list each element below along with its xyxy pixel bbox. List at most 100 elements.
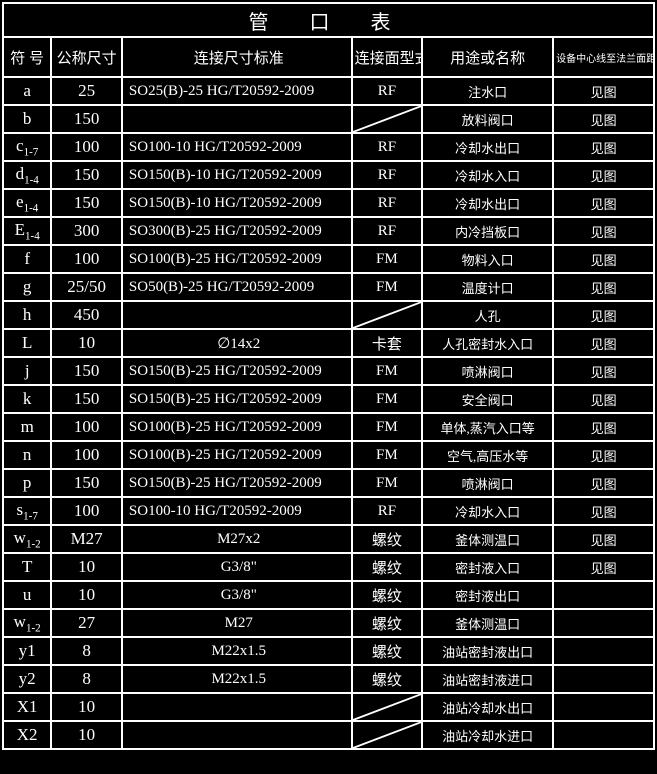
table-row: j150SO150(B)-25 HG/T20592-2009FM喷淋阀口见图 — [3, 357, 654, 385]
cell-dist: 见图 — [553, 161, 654, 189]
cell-use: 油站密封液出口 — [422, 637, 553, 665]
cell-face: RF — [352, 77, 423, 105]
cell-size: 25 — [51, 77, 122, 105]
hdr-dist: 设备中心线至法兰面距离 — [553, 37, 654, 77]
cell-size: 10 — [51, 693, 122, 721]
cell-symbol: a — [3, 77, 51, 105]
cell-face: 螺纹 — [352, 609, 423, 637]
cell-face: FM — [352, 357, 423, 385]
cell-dist: 见图 — [553, 469, 654, 497]
table-row: n100SO100(B)-25 HG/T20592-2009FM空气,高压水等见… — [3, 441, 654, 469]
cell-use: 冷却水出口 — [422, 133, 553, 161]
cell-symbol: w1-2 — [3, 609, 51, 637]
cell-face: RF — [352, 161, 423, 189]
cell-dist: 见图 — [553, 77, 654, 105]
table-row: f100SO100(B)-25 HG/T20592-2009FM物料入口见图 — [3, 245, 654, 273]
table-row: s1-7100SO100-10 HG/T20592-2009RF冷却水入口见图 — [3, 497, 654, 525]
cell-size: 8 — [51, 665, 122, 693]
cell-symbol: n — [3, 441, 51, 469]
cell-use: 放料阀口 — [422, 105, 553, 133]
cell-size: 25/50 — [51, 273, 122, 301]
cell-symbol: m — [3, 413, 51, 441]
cell-std: SO150(B)-10 HG/T20592-2009 — [122, 189, 352, 217]
table-row: k150SO150(B)-25 HG/T20592-2009FM安全阀口见图 — [3, 385, 654, 413]
nozzle-table: 管 口 表 符 号 公称尺寸 连接尺寸标准 连接面型式 用途或名称 设备中心线至… — [2, 2, 655, 750]
cell-use: 空气,高压水等 — [422, 441, 553, 469]
table-title: 管 口 表 — [3, 3, 654, 37]
table-row: g25/50SO50(B)-25 HG/T20592-2009FM温度计口见图 — [3, 273, 654, 301]
cell-use: 油站冷却水出口 — [422, 693, 553, 721]
cell-size: 150 — [51, 161, 122, 189]
cell-dist: 见图 — [553, 413, 654, 441]
table-row: E1-4300SO300(B)-25 HG/T20592-2009RF内冷挡板口… — [3, 217, 654, 245]
cell-std: SO100(B)-25 HG/T20592-2009 — [122, 413, 352, 441]
cell-std: ∅14x2 — [122, 329, 352, 357]
hdr-symbol: 符 号 — [3, 37, 51, 77]
table-row: X110油站冷却水出口 — [3, 693, 654, 721]
cell-dist: 见图 — [553, 245, 654, 273]
cell-face — [352, 721, 423, 749]
cell-symbol: c1-7 — [3, 133, 51, 161]
cell-face: RF — [352, 189, 423, 217]
cell-std: SO50(B)-25 HG/T20592-2009 — [122, 273, 352, 301]
cell-std — [122, 721, 352, 749]
cell-size: 150 — [51, 189, 122, 217]
cell-size: 100 — [51, 441, 122, 469]
cell-face: FM — [352, 441, 423, 469]
cell-symbol: h — [3, 301, 51, 329]
cell-dist — [553, 637, 654, 665]
cell-symbol: d1-4 — [3, 161, 51, 189]
cell-dist: 见图 — [553, 329, 654, 357]
cell-size: 150 — [51, 105, 122, 133]
cell-face: RF — [352, 497, 423, 525]
cell-symbol: g — [3, 273, 51, 301]
cell-use: 物料入口 — [422, 245, 553, 273]
cell-size: 27 — [51, 609, 122, 637]
cell-size: 100 — [51, 497, 122, 525]
cell-face: FM — [352, 245, 423, 273]
cell-size: 150 — [51, 469, 122, 497]
cell-face: FM — [352, 273, 423, 301]
cell-std: M22x1.5 — [122, 665, 352, 693]
cell-dist: 见图 — [553, 301, 654, 329]
cell-size: 100 — [51, 133, 122, 161]
table-row: y28M22x1.5螺纹油站密封液进口 — [3, 665, 654, 693]
cell-symbol: w1-2 — [3, 525, 51, 553]
table-row: X210油站冷却水进口 — [3, 721, 654, 749]
header-row: 符 号 公称尺寸 连接尺寸标准 连接面型式 用途或名称 设备中心线至法兰面距离 — [3, 37, 654, 77]
table-row: L10∅14x2卡套人孔密封水入口见图 — [3, 329, 654, 357]
cell-face: 螺纹 — [352, 637, 423, 665]
cell-symbol: L — [3, 329, 51, 357]
cell-face: RF — [352, 133, 423, 161]
table-row: d1-4150SO150(B)-10 HG/T20592-2009RF冷却水入口… — [3, 161, 654, 189]
table-row: y18M22x1.5螺纹油站密封液出口 — [3, 637, 654, 665]
cell-size: 100 — [51, 245, 122, 273]
cell-std: SO100(B)-25 HG/T20592-2009 — [122, 441, 352, 469]
cell-std: M22x1.5 — [122, 637, 352, 665]
cell-std: SO150(B)-25 HG/T20592-2009 — [122, 357, 352, 385]
cell-face: 卡套 — [352, 329, 423, 357]
cell-symbol: e1-4 — [3, 189, 51, 217]
cell-use: 喷淋阀口 — [422, 469, 553, 497]
cell-std — [122, 301, 352, 329]
cell-symbol: p — [3, 469, 51, 497]
cell-std: SO150(B)-10 HG/T20592-2009 — [122, 161, 352, 189]
cell-use: 釜体测温口 — [422, 525, 553, 553]
cell-dist: 见图 — [553, 385, 654, 413]
hdr-use: 用途或名称 — [422, 37, 553, 77]
table-row: u10G3/8"螺纹密封液出口 — [3, 581, 654, 609]
cell-symbol: u — [3, 581, 51, 609]
cell-dist — [553, 609, 654, 637]
cell-std: SO150(B)-25 HG/T20592-2009 — [122, 385, 352, 413]
cell-dist — [553, 693, 654, 721]
table-row: w1-2M27M27x2螺纹釜体测温口见图 — [3, 525, 654, 553]
cell-use: 冷却水出口 — [422, 189, 553, 217]
cell-std: SO150(B)-25 HG/T20592-2009 — [122, 469, 352, 497]
table-row: m100SO100(B)-25 HG/T20592-2009FM单体,蒸汽入口等… — [3, 413, 654, 441]
hdr-face: 连接面型式 — [352, 37, 423, 77]
cell-size: 450 — [51, 301, 122, 329]
cell-use: 注水口 — [422, 77, 553, 105]
cell-face: 螺纹 — [352, 581, 423, 609]
cell-size: 10 — [51, 721, 122, 749]
cell-use: 油站密封液进口 — [422, 665, 553, 693]
